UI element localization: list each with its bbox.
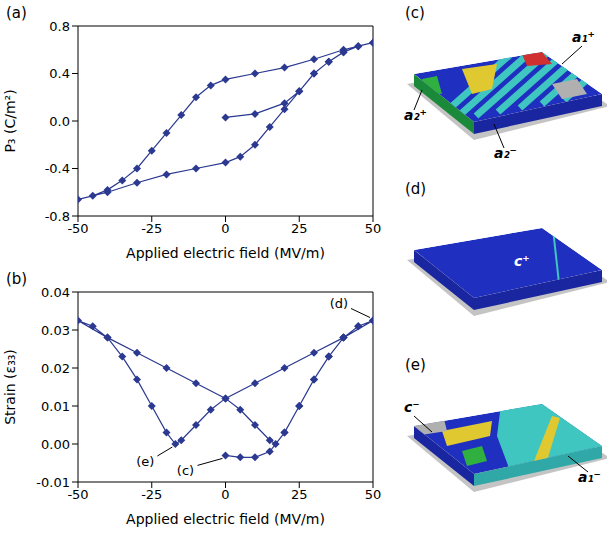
svg-text:0: 0 [221,221,229,236]
svg-text:c⁻: c⁻ [404,399,420,415]
svg-text:(e): (e) [136,454,154,469]
svg-text:Applied electric field (MV/m): Applied electric field (MV/m) [126,511,325,527]
svg-text:a₁⁺: a₁⁺ [572,29,595,45]
svg-text:-0.8: -0.8 [45,209,70,224]
svg-text:25: 25 [291,221,308,236]
html-text:(b): (b) [6,270,28,288]
svg-text:0.04: 0.04 [41,285,70,300]
svg-text:Applied electric field (MV/m): Applied electric field (MV/m) [126,245,325,261]
svg-text:a₂⁻: a₂⁻ [494,145,517,161]
svg-text:-25: -25 [141,487,162,502]
svg-text:0.01: 0.01 [41,399,70,414]
svg-text:(d): (d) [405,180,426,198]
svg-text:-50: -50 [67,487,88,502]
svg-text:P₃ (C/m²): P₃ (C/m²) [2,89,18,152]
svg-text:-50: -50 [67,221,88,236]
svg-text:25: 25 [291,487,308,502]
svg-text:(c): (c) [405,4,425,22]
svg-text:-0.4: -0.4 [45,161,70,176]
svg-text:50: 50 [365,487,382,502]
svg-text:Strain (ε₃₃): Strain (ε₃₃) [2,349,18,425]
svg-text:0.8: 0.8 [49,19,70,34]
svg-text:0.0: 0.0 [49,114,70,129]
svg-text:c⁺: c⁺ [514,253,530,269]
svg-text:a₂⁺: a₂⁺ [404,107,427,123]
svg-text:0: 0 [221,487,229,502]
svg-text:0.4: 0.4 [49,66,70,81]
svg-text:(e): (e) [405,356,426,374]
svg-text:50: 50 [365,221,382,236]
svg-text:(d): (d) [330,296,348,311]
svg-text:0.00: 0.00 [41,437,70,452]
svg-text:0.03: 0.03 [41,323,70,338]
svg-text:(c): (c) [177,463,194,478]
svg-text:a₁⁻: a₁⁻ [578,469,601,485]
svg-text:0.02: 0.02 [41,361,70,376]
svg-text:-0.01: -0.01 [36,475,70,490]
svg-text:-25: -25 [141,221,162,236]
html-text:(a): (a) [6,4,27,22]
